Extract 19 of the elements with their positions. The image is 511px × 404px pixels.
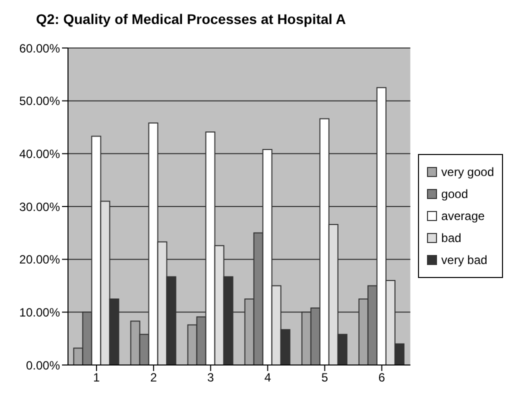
legend-label: good [441,186,468,203]
chart-title: Q2: Quality of Medical Processes at Hospital A [35,10,347,29]
legend-label: very good [441,164,494,181]
y-tick-label: 20.00% [19,252,60,267]
legend-label: bad [441,230,462,247]
y-tick-label: 30.00% [19,200,60,214]
legend-label: average [441,208,485,225]
x-tick-label: 4 [264,370,272,385]
x-tick-label: 3 [207,370,214,385]
y-tick-label: 10.00% [19,305,60,320]
x-tick-label: 6 [378,370,386,385]
x-tick-label: 5 [321,370,328,385]
x-tick-label: 2 [150,370,158,385]
y-tick-label: 60.00% [19,41,60,56]
y-tick-label: 40.00% [19,146,60,161]
legend-label: very bad [441,252,488,269]
x-tick-label: 1 [93,370,100,385]
y-tick-label: 50.00% [19,94,60,108]
y-tick-label: 0.00% [26,358,60,372]
